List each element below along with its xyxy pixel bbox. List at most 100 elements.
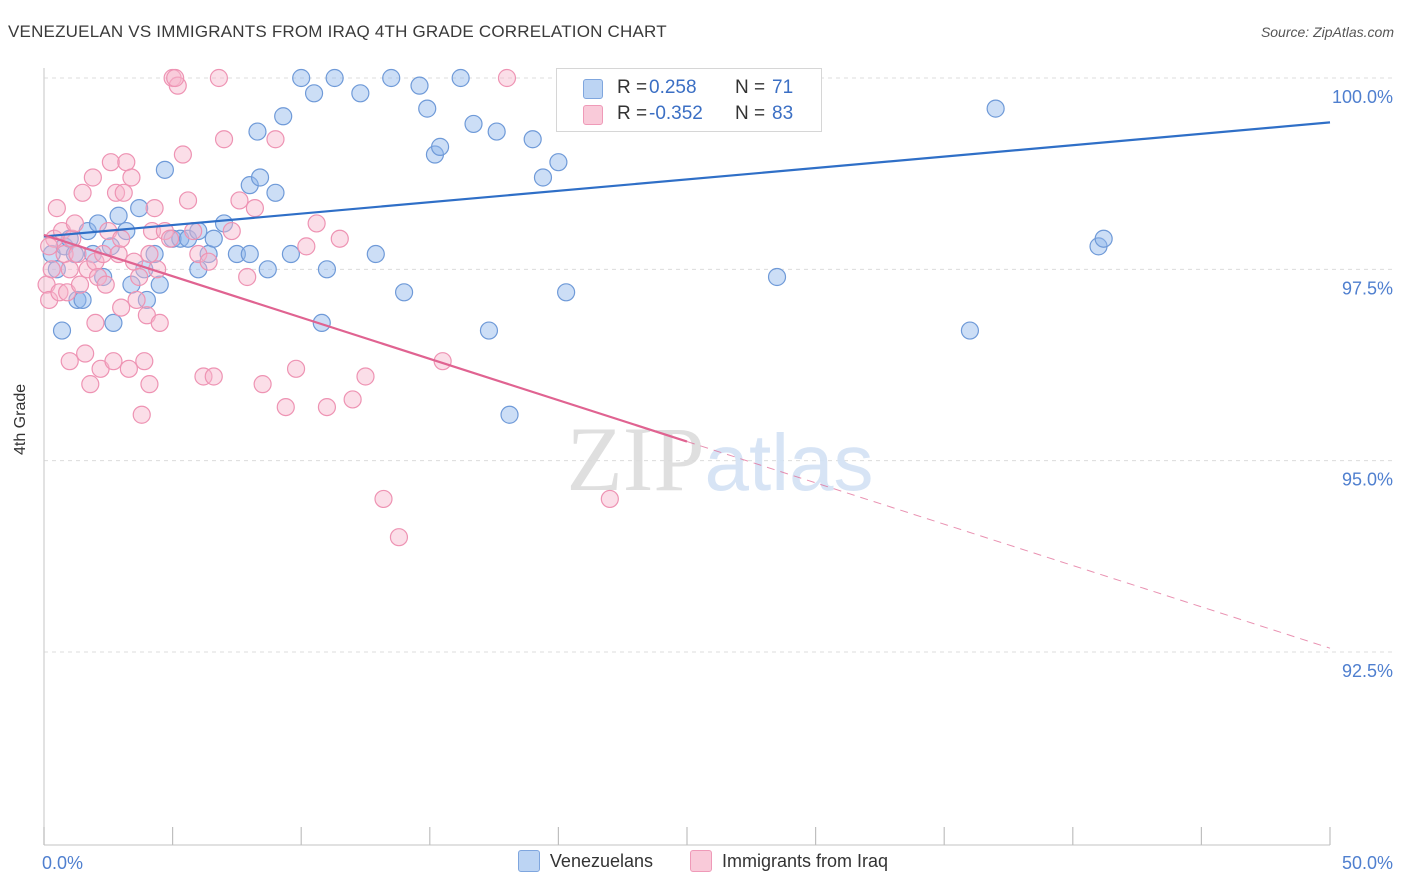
legend-item-venezuelans[interactable]: Venezuelans [517,850,654,872]
iraq-point [60,352,79,371]
venezuelan-point [281,244,301,264]
venezuelan-point [430,137,450,156]
iraq-point [276,397,295,417]
iraq-point [106,183,126,202]
x-tick-label: 0.0% [42,853,83,873]
iraq-point [117,153,136,172]
venezuelan-point [410,76,429,95]
iraq-point [178,191,198,210]
iraq-point [266,130,285,149]
y-tick-label: 95.0% [1342,470,1393,490]
venezuelan-point [68,290,87,310]
iraq-point [50,283,69,302]
iraq-point [245,199,265,218]
iraq-point [70,275,90,294]
series-legend: Venezuelans Immigrants from Iraq [0,850,1406,877]
legend-label-venezuelans: Venezuelans [549,850,654,871]
iraq-point [343,390,362,409]
venezuelan-point [104,313,123,333]
iraq-point [199,252,218,271]
x-tick-label: 50.0% [1342,853,1393,873]
venezuelan-point [325,68,344,88]
iraq-point [119,359,138,378]
venezuelan-point [533,168,553,187]
venezuelan-point [109,206,128,225]
iraq-point [356,367,375,386]
legend-item-iraq[interactable]: Immigrants from Iraq [690,850,888,872]
iraq-point [600,489,619,509]
r-value: 0.258 [649,77,697,98]
venezuelan-point [464,114,483,134]
iraq-point [209,68,228,88]
iraq-point [96,275,115,294]
data-points [37,68,1113,547]
r-value: -0.352 [649,103,703,124]
venezuelan-point [227,244,246,264]
venezuelan-point [150,275,169,294]
iraq-point [65,214,84,233]
iraq-point [166,68,185,88]
venezuelan-point [258,260,277,279]
venezuelan-point [312,313,331,333]
iraq-point [253,375,272,394]
iraq-point [83,168,102,187]
iraq-point [297,237,316,256]
chart-source: Source: ZipAtlas.com [1260,24,1394,40]
tick-labels: 100.0% 97.5% 95.0% 92.5% 0.0% 50.0% [42,87,1393,873]
iraq-point [127,290,146,310]
iraq-point [173,145,192,164]
venezuelan-point [292,68,311,88]
iraq-point [81,375,100,394]
iraq-point [189,244,208,264]
iraq-point [184,221,203,241]
venezuelan-point [274,107,293,126]
iraq-point [204,367,223,386]
iraq-point [112,298,131,317]
iraq-point [122,168,141,187]
iraq-point [222,221,241,241]
iraq-point [374,489,393,509]
venezuelan-point [549,153,568,172]
correlation-legend: R = 0.258 N = 71 R = -0.352 N = 83 [556,68,822,132]
venezuelan-point [47,260,66,279]
venezuelan-point [155,160,174,179]
iraq-point [60,260,79,279]
iraq-point [497,68,517,88]
iraq-point [317,397,337,417]
iraq-point [214,130,234,149]
iraq-point [145,199,164,218]
chart-title: VENEZUELAN VS IMMIGRANTS FROM IRAQ 4TH G… [8,22,667,41]
iraq-point [86,313,105,333]
venezuelan-point [248,122,267,141]
venezuelan-point [960,321,980,340]
venezuelan-point [189,260,208,279]
n-value: 83 [772,103,794,124]
venezuelan-point [145,244,164,264]
venezuelan-point [479,321,499,340]
venezuelan-point [986,99,1005,118]
venezuelan-point [101,237,120,256]
axes [43,68,1331,846]
iraq-point [76,344,95,363]
iraq-swatch [583,105,603,125]
iraq-point [230,191,249,210]
venezuelan-point [240,176,259,195]
watermark: ZIPatlas [567,408,874,510]
venezuelan-point [240,244,259,264]
iraq-point [88,267,108,287]
venezuelan-point [304,84,324,103]
correlation-row-venezuelans: R = 0.258 N = 71 [557,75,821,101]
venezuelan-point [487,122,506,141]
iraq-point [78,260,97,279]
iraq-point [47,199,66,218]
iraq-trend-line [43,233,688,443]
correlation-row-iraq: R = -0.352 N = 83 [557,101,821,127]
venezuelan-point [266,183,285,202]
venezuelan-point [204,229,223,248]
iraq-point [73,183,92,202]
iraq-point [140,375,159,394]
iraq-point [389,528,409,547]
venezuelan-trend-line [43,121,1331,238]
venezuelan-point [451,68,470,88]
